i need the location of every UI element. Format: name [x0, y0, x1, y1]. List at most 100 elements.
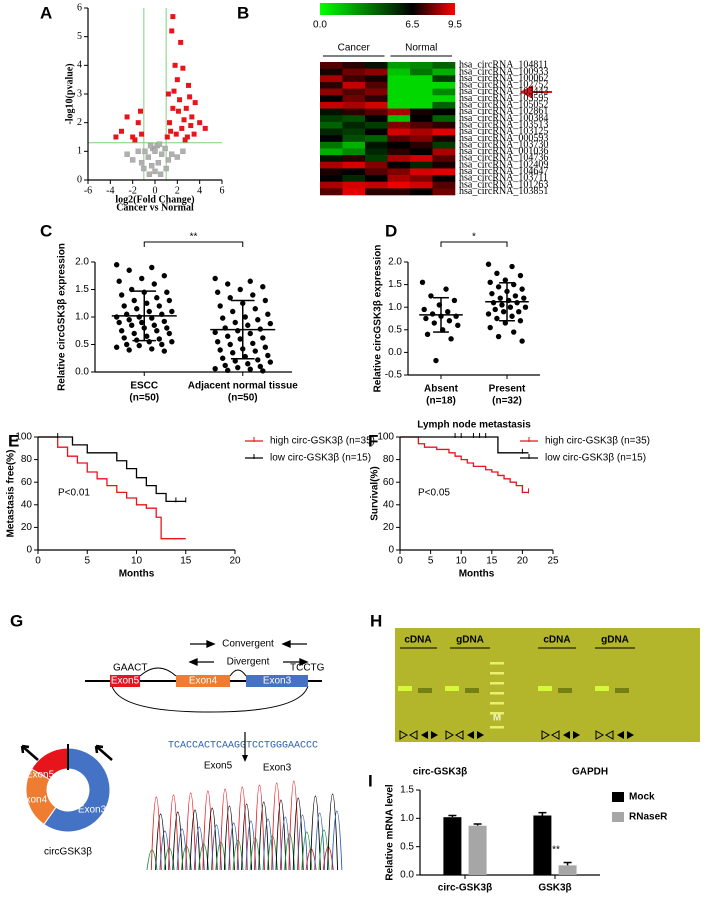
legend-swatch — [612, 792, 624, 802]
ladder-band — [490, 672, 504, 675]
y-tick-label: 6 — [77, 2, 82, 13]
x-tick-label: circ-GSK3β — [438, 883, 492, 894]
x-tick-label: 0 — [397, 556, 403, 567]
data-point — [492, 306, 498, 313]
data-point — [212, 366, 218, 372]
chromatogram-peak — [297, 814, 308, 871]
lane-group-label: cDNA — [404, 635, 431, 646]
data-point — [431, 320, 437, 326]
data-point — [139, 131, 145, 137]
data-point — [260, 368, 266, 374]
y-tick-label: 0.5 — [388, 324, 402, 335]
heatmap-cell — [365, 155, 388, 163]
heatmap-cell — [342, 75, 366, 83]
lane-marker — [431, 731, 438, 739]
ladder-band — [490, 682, 504, 685]
group-label: Cancer — [338, 43, 371, 54]
panel-label: I — [368, 771, 373, 790]
gel-band — [558, 688, 572, 693]
row-label: hsa_circRNA_100062 — [459, 73, 548, 84]
data-point — [121, 335, 127, 341]
heatmap-cell — [410, 88, 433, 96]
heatmap-cell — [410, 121, 433, 129]
lane-marker — [563, 731, 570, 739]
y-tick-label: 0.5 — [400, 841, 414, 852]
junction-sequence: GAACT — [113, 663, 147, 674]
y-axis-label: Relative mRNA level — [385, 784, 396, 881]
heatmap-cell — [410, 168, 433, 176]
y-tick-label: 1.5 — [388, 279, 402, 290]
data-point — [174, 154, 180, 160]
x-tick-label: Adjacent normal tissue — [188, 381, 298, 392]
x-tick-label: 25 — [547, 556, 559, 567]
data-point — [189, 114, 195, 120]
data-point — [124, 151, 130, 157]
heatmap-cell — [365, 141, 388, 149]
data-point — [219, 355, 226, 361]
heatmap-cell — [320, 128, 343, 136]
data-point — [502, 320, 509, 326]
data-point — [162, 145, 168, 152]
data-point — [151, 281, 157, 287]
legend-label: high circ-GSK3β (n=35) — [545, 436, 650, 447]
data-point — [177, 97, 183, 103]
heatmap-cell — [432, 168, 456, 176]
data-point — [230, 350, 236, 356]
gel-band — [418, 688, 432, 693]
data-point — [148, 163, 155, 169]
data-point — [245, 361, 251, 367]
significance-bracket — [440, 241, 508, 247]
data-point — [485, 311, 492, 317]
lane-marker — [627, 731, 634, 739]
data-point — [130, 134, 136, 140]
data-point — [521, 295, 527, 301]
chromatogram-peak — [236, 786, 248, 871]
data-point — [255, 317, 261, 323]
data-point — [164, 289, 170, 295]
heatmap-cell — [387, 181, 411, 189]
lane-group-label: gDNA — [601, 635, 629, 646]
survival-curve — [38, 436, 186, 540]
heatmap-cell — [320, 181, 343, 189]
chromatogram-peak — [254, 784, 265, 871]
heatmap-cell — [320, 161, 343, 169]
heatmap-cell — [432, 148, 456, 156]
heatmap-cell — [410, 155, 433, 163]
data-point — [179, 125, 185, 131]
y-tick-label: 100 — [15, 432, 32, 443]
heatmap-cell — [365, 101, 388, 109]
heatmap-cell — [387, 121, 411, 129]
heatmap-cell — [320, 135, 343, 143]
data-point — [522, 304, 529, 310]
chromatogram-peak — [185, 792, 197, 871]
chromatogram-peak — [172, 811, 184, 871]
chromatogram-peak — [288, 780, 300, 871]
exon-label: Exon5 — [111, 676, 140, 687]
data-point — [180, 65, 186, 71]
group-size-label: (n=18) — [426, 396, 456, 407]
heatmap-cell — [387, 101, 411, 109]
bar — [468, 825, 487, 875]
chromatogram-peak — [258, 801, 270, 871]
data-point — [137, 108, 143, 114]
data-point — [214, 289, 221, 295]
y-tick-label: 20 — [383, 522, 395, 533]
y-tick-label: 0 — [77, 174, 82, 185]
chromatogram-peak — [219, 788, 231, 871]
row-label: hsa_circRNA_103125 — [459, 126, 548, 137]
data-point — [113, 344, 120, 350]
y-axis-label: Metastasis free(%) — [6, 450, 17, 538]
data-point — [514, 299, 520, 306]
heatmap-cell — [342, 188, 366, 196]
heatmap-cell — [342, 181, 366, 189]
x-tick-label: Absent — [424, 384, 459, 395]
heatmap-cell — [365, 68, 388, 76]
y-tick-label: -0.5 — [385, 370, 403, 381]
chromatogram-peak — [223, 805, 235, 871]
heatmap-cell — [432, 88, 456, 96]
data-point — [242, 314, 248, 320]
lane-marker — [595, 730, 605, 740]
data-point — [517, 272, 524, 279]
junction-arrowhead — [242, 755, 248, 762]
